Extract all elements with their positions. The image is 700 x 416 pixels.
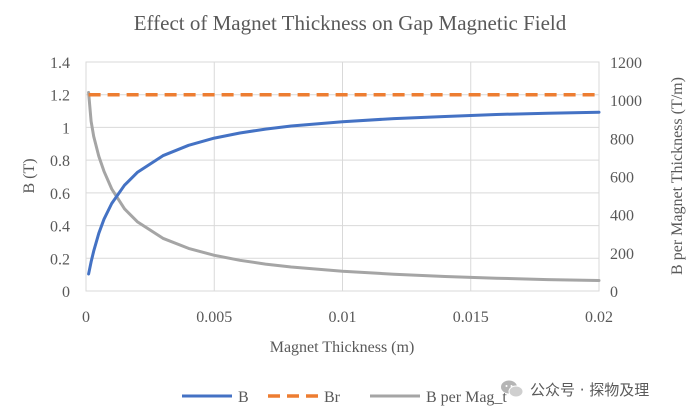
y2-axis-ticks: 0 200 400 600 800 1000 1200 [610, 55, 642, 301]
y-axis-ticks: 0 0.2 0.4 0.6 0.8 1 1.2 1.4 [50, 55, 70, 301]
x-axis-ticks: 0 0.005 0.01 0.015 0.02 [82, 309, 613, 326]
y-tick-label: 0.6 [50, 186, 70, 203]
y2-tick-label: 0 [610, 284, 618, 301]
x-tick-label: 0.015 [453, 309, 489, 326]
watermark-text: 公众号 · 探物及理 [530, 380, 650, 399]
series-line-b [87, 110, 601, 276]
y-tick-label: 1 [62, 120, 70, 137]
series-line-b-per-mag-t [87, 91, 601, 282]
y2-tick-label: 1000 [610, 93, 642, 110]
y2-axis-label: B per Magnet Thickness (T/m) [669, 77, 686, 275]
y2-tick-label: 400 [610, 208, 634, 225]
x-tick-label: 0.005 [196, 309, 232, 326]
legend-entry: B [238, 389, 249, 406]
series-layer [87, 91, 601, 282]
watermark: 公众号 · 探物及理 [500, 376, 696, 402]
y-tick-label: 0.2 [50, 251, 70, 268]
y2-tick-label: 200 [610, 246, 634, 263]
legend-entry: Br [324, 389, 341, 406]
y2-tick-label: 1200 [610, 55, 642, 72]
x-axis-label: Magnet Thickness (m) [270, 339, 415, 356]
plot-area [85, 61, 600, 292]
wechat-logo-icon [501, 380, 524, 398]
x-tick-label: 0 [82, 309, 90, 326]
y-tick-label: 1.2 [50, 88, 70, 105]
legend: B Br B per Mag_t [182, 389, 507, 406]
chart-title: Effect of Magnet Thickness on Gap Magnet… [134, 11, 567, 35]
legend-entry: B per Mag_t [426, 389, 507, 406]
y-tick-label: 0 [62, 284, 70, 301]
y-tick-label: 1.4 [50, 55, 70, 72]
x-tick-label: 0.01 [329, 309, 357, 326]
y-tick-label: 0.8 [50, 153, 70, 170]
y2-tick-label: 800 [610, 131, 634, 148]
y-tick-label: 0.4 [50, 219, 70, 236]
y-axis-label: B (T) [21, 158, 38, 193]
x-tick-label: 0.02 [585, 309, 613, 326]
y2-tick-label: 600 [610, 170, 634, 187]
